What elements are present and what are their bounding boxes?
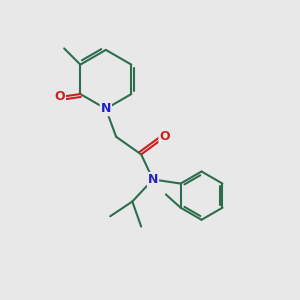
Text: N: N	[148, 173, 158, 186]
Text: O: O	[54, 91, 65, 103]
Text: N: N	[100, 102, 111, 115]
Text: O: O	[159, 130, 170, 143]
